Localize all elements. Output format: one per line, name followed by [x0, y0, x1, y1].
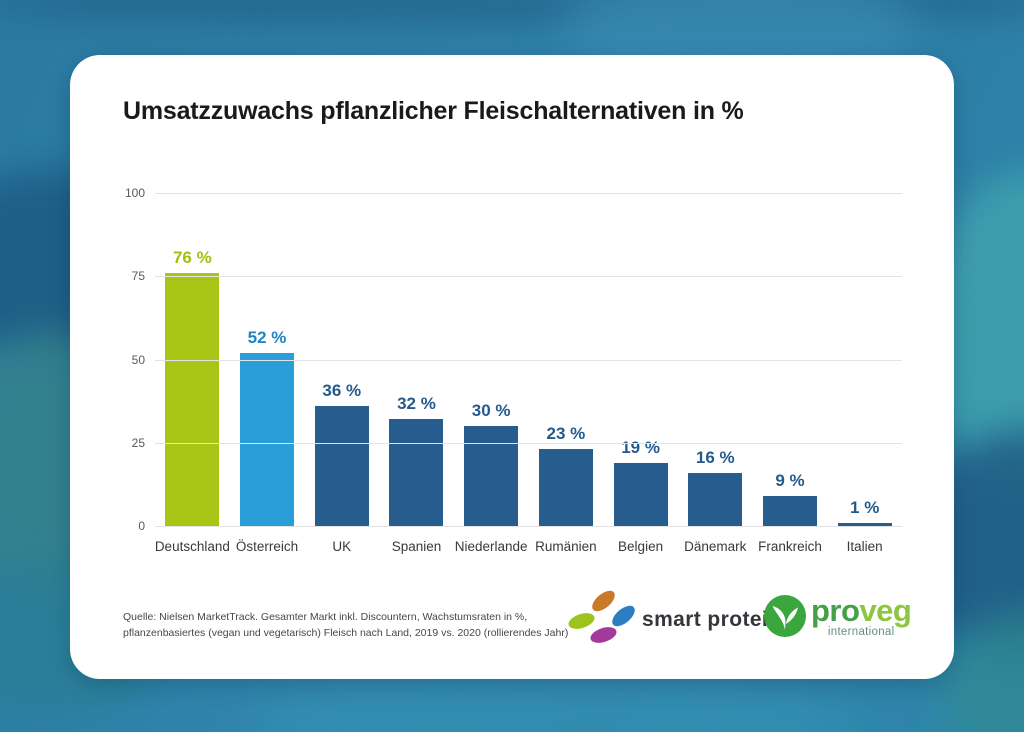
bar-chart-plot-area: 76 % Deutschland 52 % Österreich 36 % UK 32 % S… [155, 193, 902, 554]
x-axis-category-label: Belgien [618, 539, 664, 554]
proveg-wordmark: proveg international [811, 593, 912, 639]
y-axis-tick-label: 50 [131, 352, 145, 367]
x-axis-category-label: Italien [846, 539, 883, 554]
seed-icon [566, 610, 597, 632]
bar-group: 19 % Belgien [603, 193, 678, 554]
chart-title: Umsatzzuwachs pflanzlicher Fleischaltern… [123, 97, 744, 125]
x-axis-category-label: Rumänien [535, 539, 597, 554]
bar-value-label: 76 % [172, 247, 212, 267]
source-line-2: pflanzenbasiertes (vegan und vegetarisch… [123, 627, 569, 640]
proveg-wordmark-veg: veg [859, 593, 912, 628]
bar [314, 406, 369, 526]
y-axis-tick-label: 25 [131, 435, 145, 450]
bar [464, 426, 519, 526]
bar [837, 522, 892, 526]
gridline [155, 193, 902, 194]
bar-value-label: 19 % [621, 437, 660, 457]
proveg-wordmark-pro: pro [811, 593, 860, 628]
x-axis-category-label: Frankreich [758, 539, 822, 554]
bar [165, 272, 220, 526]
bar [389, 419, 444, 526]
bar [613, 462, 668, 526]
bar-group: 52 % Österreich [230, 193, 305, 554]
x-axis-category-label: UK [332, 539, 352, 554]
bar [240, 352, 295, 526]
x-axis-category-label: Österreich [235, 539, 299, 554]
smart-protein-seeds-icon [566, 586, 639, 648]
y-axis-tick-label: 75 [131, 269, 145, 284]
x-axis-category-label: Niederlande [454, 539, 528, 554]
bar-group: 36 % UK [304, 193, 379, 554]
chart-card: Umsatzzuwachs pflanzlicher Fleischaltern… [70, 55, 954, 679]
bar-value-label: 36 % [322, 381, 362, 401]
bar-group: 9 % Frankreich [753, 193, 828, 554]
source-line-1: Quelle: Nielsen MarketTrack. Gesamter Ma… [123, 611, 528, 623]
seed-icon [588, 624, 619, 646]
y-axis-tick-label: 100 [124, 186, 145, 200]
x-axis-category-label: Spanien [391, 539, 442, 554]
bar-value-label: 9 % [775, 471, 805, 491]
gridline [155, 442, 902, 444]
gridline [155, 526, 902, 527]
proveg-logo: proveg international [764, 593, 912, 639]
bar [538, 449, 593, 526]
seed-icon [608, 601, 639, 631]
bar-value-label: 1 % [850, 497, 880, 517]
source-note: Quelle: Nielsen MarketTrack. Gesamter Ma… [123, 609, 568, 642]
bar-value-label: 32 % [397, 394, 436, 414]
bar-group: 32 % Spanien [379, 193, 454, 554]
proveg-leaf-icon [764, 595, 806, 637]
bar-group: 23 % Rumänien [529, 193, 604, 554]
y-axis-tick-label: 0 [138, 519, 145, 533]
bar [688, 472, 743, 526]
x-axis-category-label: Deutschland [154, 539, 230, 554]
bar-value-label: 23 % [546, 424, 586, 444]
gridline [155, 276, 902, 278]
smart-protein-logo: smart protein [566, 586, 782, 648]
proveg-wordmark-international: international [827, 626, 895, 638]
bar-group: 76 % Deutschland [155, 193, 230, 554]
bar-value-label: 30 % [471, 401, 511, 421]
seed-icon [588, 586, 619, 616]
bar-group: 1 % Italien [827, 193, 902, 554]
bar [762, 496, 817, 526]
smart-protein-wordmark: smart protein [642, 608, 782, 631]
bar-value-label: 52 % [247, 327, 287, 347]
x-axis-category-label: Dänemark [684, 539, 747, 554]
bar-group: 16 % Dänemark [678, 193, 753, 554]
gridline [155, 359, 902, 361]
bar-chart: 76 % Deutschland 52 % Österreich 36 % UK 32 % S… [125, 186, 902, 554]
bar-value-label: 16 % [695, 447, 735, 467]
